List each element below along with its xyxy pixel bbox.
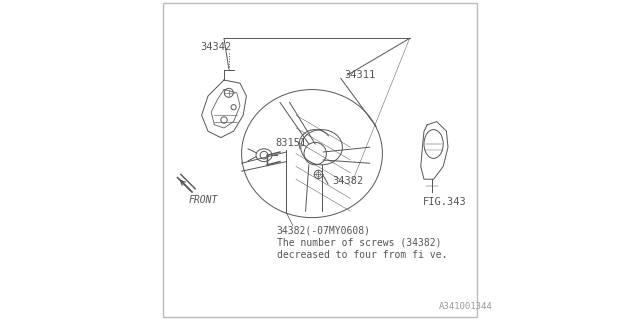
Text: FRONT: FRONT — [189, 195, 218, 205]
Text: FIG.343: FIG.343 — [422, 197, 466, 207]
Text: A341001344: A341001344 — [438, 302, 492, 311]
Text: decreased to four from fi ve.: decreased to four from fi ve. — [277, 250, 447, 260]
Text: 34382(-07MY0608): 34382(-07MY0608) — [277, 226, 371, 236]
Text: The number of screws (34382): The number of screws (34382) — [277, 237, 442, 247]
Text: 83151: 83151 — [275, 138, 307, 148]
FancyBboxPatch shape — [163, 3, 477, 317]
Text: 34382: 34382 — [333, 176, 364, 186]
Text: 34311: 34311 — [344, 70, 375, 80]
Text: 34342: 34342 — [200, 42, 232, 52]
